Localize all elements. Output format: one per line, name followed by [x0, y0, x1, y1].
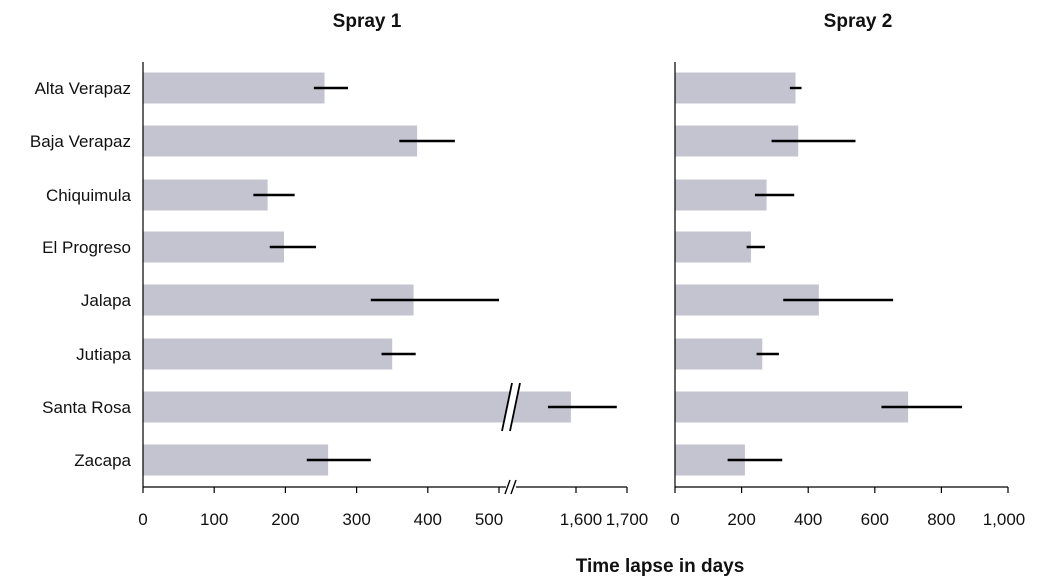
category-label-alta-verapaz: Alta Verapaz: [35, 79, 131, 98]
panel-spray-2: Spray 2 0 200 400 600 800 1,000: [670, 11, 1025, 529]
axis-break-mark-bar: [501, 382, 521, 432]
bar-spray-1-santa-rosa: [143, 391, 571, 423]
category-label-chiquimula: Chiquimula: [46, 186, 132, 205]
x-tick-label-spray-1: 200: [271, 510, 299, 529]
x-tick-label-spray-2: 600: [861, 510, 889, 529]
bar-spray-2-chiquimula: [675, 179, 767, 211]
axis-break-mark: [504, 479, 517, 495]
x-tick-label-spray-1: 1,700: [606, 510, 649, 529]
bar-spray-1-el-progreso: [143, 231, 284, 263]
x-tick-label-spray-2: 0: [670, 510, 679, 529]
bar-spray-1-alta-verapaz: [143, 72, 325, 104]
x-tick-label-spray-2: 400: [794, 510, 822, 529]
x-tick-label-spray-1: 0: [138, 510, 147, 529]
category-label-baja-verapaz: Baja Verapaz: [30, 132, 131, 151]
category-label-el-progreso: El Progreso: [42, 238, 131, 257]
bar-spray-1-zacapa: [143, 444, 329, 476]
x-tick-label-spray-2: 1,000: [983, 510, 1026, 529]
bar-spray-1-baja-verapaz: [143, 125, 418, 157]
category-label-santa-rosa: Santa Rosa: [42, 398, 131, 417]
bar-spray-1-jutiapa: [143, 338, 393, 370]
category-label-jutiapa: Jutiapa: [76, 345, 131, 364]
bar-spray-1-jalapa: [143, 284, 414, 316]
x-tick-label-spray-1: 300: [342, 510, 370, 529]
bar-spray-2-santa-rosa: [675, 391, 909, 423]
bar-spray-2-alta-verapaz: [675, 72, 796, 104]
category-label-zacapa: Zacapa: [74, 451, 131, 470]
panel-title-spray-1: Spray 1: [333, 11, 402, 32]
x-axis-title: Time lapse in days: [576, 556, 745, 577]
x-tick-label-spray-1: 400: [414, 510, 442, 529]
category-label-jalapa: Jalapa: [81, 291, 132, 310]
panel-title-spray-2: Spray 2: [824, 11, 893, 32]
x-tick-label-spray-1: 1,600: [560, 510, 603, 529]
bar-spray-2-jutiapa: [675, 338, 763, 370]
x-tick-label-spray-2: 800: [927, 510, 955, 529]
bar-spray-1-chiquimula: [143, 179, 268, 211]
bar-spray-2-el-progreso: [675, 231, 751, 263]
panel-spray-1: Spray 1 Alta Verapaz Baja Verapaz Chiquimul…: [30, 11, 648, 529]
x-tick-label-spray-2: 200: [727, 510, 755, 529]
x-tick-label-spray-1: 500: [475, 510, 503, 529]
x-tick-label-spray-1: 100: [200, 510, 228, 529]
